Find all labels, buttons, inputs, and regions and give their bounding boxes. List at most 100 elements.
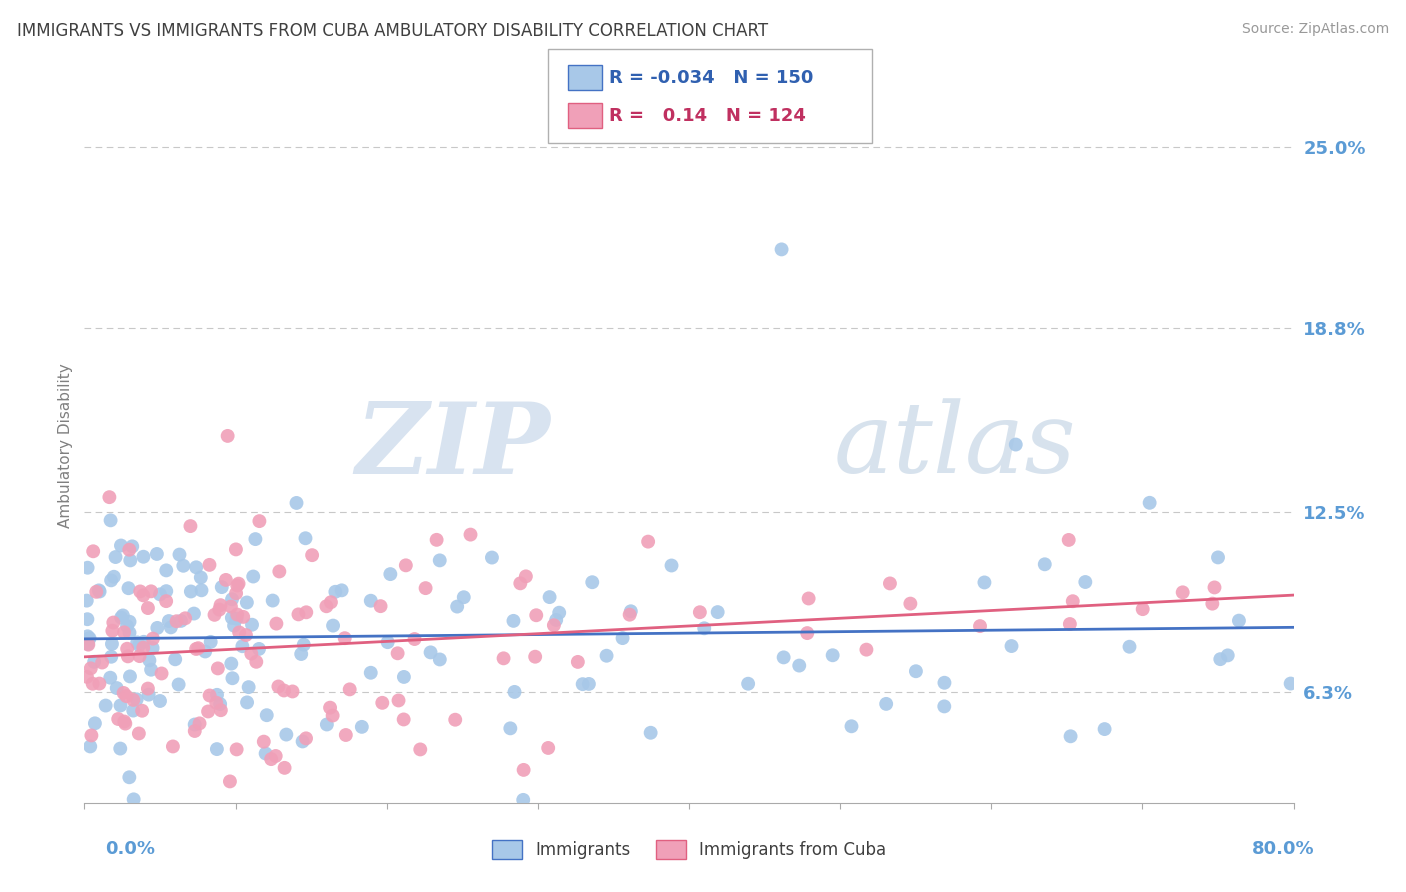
Point bbox=[89, 676, 111, 690]
Point bbox=[76, 612, 98, 626]
Point bbox=[132, 549, 155, 564]
Point bbox=[149, 694, 172, 708]
Point bbox=[295, 605, 318, 619]
Point bbox=[238, 680, 260, 694]
Point bbox=[706, 605, 728, 619]
Point bbox=[118, 542, 141, 557]
Point bbox=[186, 560, 208, 574]
Point bbox=[84, 584, 107, 599]
Point bbox=[142, 632, 165, 646]
Point bbox=[509, 576, 531, 591]
Text: atlas: atlas bbox=[834, 399, 1077, 493]
Point bbox=[315, 599, 337, 614]
Point bbox=[125, 692, 148, 706]
Point bbox=[226, 607, 249, 622]
Point bbox=[138, 653, 160, 667]
Point bbox=[266, 616, 288, 631]
Point bbox=[409, 742, 432, 756]
Point bbox=[315, 717, 337, 731]
Point bbox=[87, 583, 110, 598]
Point bbox=[200, 635, 222, 649]
Point bbox=[787, 658, 810, 673]
Point bbox=[155, 584, 177, 599]
Point bbox=[198, 558, 221, 572]
Point bbox=[121, 540, 143, 554]
Point bbox=[117, 649, 139, 664]
Point bbox=[221, 611, 243, 625]
Point bbox=[1171, 585, 1194, 599]
Point bbox=[235, 628, 257, 642]
Point bbox=[1074, 574, 1097, 589]
Point bbox=[661, 558, 683, 573]
Point bbox=[169, 548, 191, 562]
Point bbox=[211, 580, 233, 594]
Point bbox=[295, 731, 318, 746]
Point bbox=[1139, 496, 1161, 510]
Point bbox=[1004, 437, 1026, 451]
Point bbox=[429, 652, 451, 666]
Point bbox=[136, 681, 159, 696]
Point bbox=[693, 621, 716, 635]
Point bbox=[875, 697, 897, 711]
Point bbox=[1201, 597, 1223, 611]
Point bbox=[1132, 602, 1154, 616]
Point bbox=[350, 720, 373, 734]
Point bbox=[256, 708, 278, 723]
Point bbox=[322, 708, 344, 723]
Point bbox=[1206, 550, 1229, 565]
Point bbox=[339, 682, 361, 697]
Point bbox=[82, 544, 104, 558]
Point bbox=[208, 602, 231, 616]
Point bbox=[100, 574, 122, 588]
Point bbox=[127, 635, 149, 649]
Point bbox=[444, 713, 467, 727]
Point bbox=[426, 533, 449, 547]
Point bbox=[110, 741, 132, 756]
Point bbox=[537, 741, 560, 756]
Point bbox=[149, 587, 172, 601]
Point bbox=[524, 608, 547, 623]
Point bbox=[247, 514, 270, 528]
Point bbox=[567, 655, 589, 669]
Point bbox=[84, 716, 107, 731]
Y-axis label: Ambulatory Disability: Ambulatory Disability bbox=[58, 364, 73, 528]
Point bbox=[225, 742, 247, 756]
Point bbox=[76, 593, 98, 607]
Point bbox=[515, 569, 537, 583]
Point bbox=[184, 723, 207, 738]
Point bbox=[620, 604, 643, 618]
Point bbox=[115, 689, 138, 703]
Point bbox=[160, 620, 183, 634]
Point bbox=[287, 607, 309, 622]
Point bbox=[128, 726, 150, 740]
Point bbox=[387, 646, 409, 660]
Point bbox=[225, 586, 247, 600]
Point bbox=[128, 638, 150, 652]
Point bbox=[217, 429, 239, 443]
Point bbox=[115, 641, 138, 656]
Text: IMMIGRANTS VS IMMIGRANTS FROM CUBA AMBULATORY DISABILITY CORRELATION CHART: IMMIGRANTS VS IMMIGRANTS FROM CUBA AMBUL… bbox=[17, 22, 768, 40]
Point bbox=[89, 584, 111, 599]
Legend: Immigrants, Immigrants from Cuba: Immigrants, Immigrants from Cuba bbox=[485, 833, 893, 866]
Point bbox=[129, 584, 152, 599]
Point bbox=[269, 565, 291, 579]
Point bbox=[80, 661, 103, 675]
Text: R =   0.14   N = 124: R = 0.14 N = 124 bbox=[609, 107, 806, 125]
Point bbox=[162, 739, 184, 754]
Point bbox=[1279, 676, 1302, 690]
Point bbox=[174, 611, 197, 625]
Point bbox=[136, 601, 159, 615]
Point bbox=[291, 734, 314, 748]
Point bbox=[231, 639, 253, 653]
Point bbox=[619, 607, 641, 622]
Point bbox=[188, 716, 211, 731]
Point bbox=[118, 615, 141, 629]
Point bbox=[395, 558, 418, 573]
Point bbox=[79, 739, 101, 754]
Point bbox=[155, 563, 177, 577]
Text: 0.0%: 0.0% bbox=[105, 840, 156, 858]
Point bbox=[146, 547, 169, 561]
Point bbox=[240, 617, 263, 632]
Point bbox=[226, 578, 249, 592]
Point bbox=[209, 697, 232, 711]
